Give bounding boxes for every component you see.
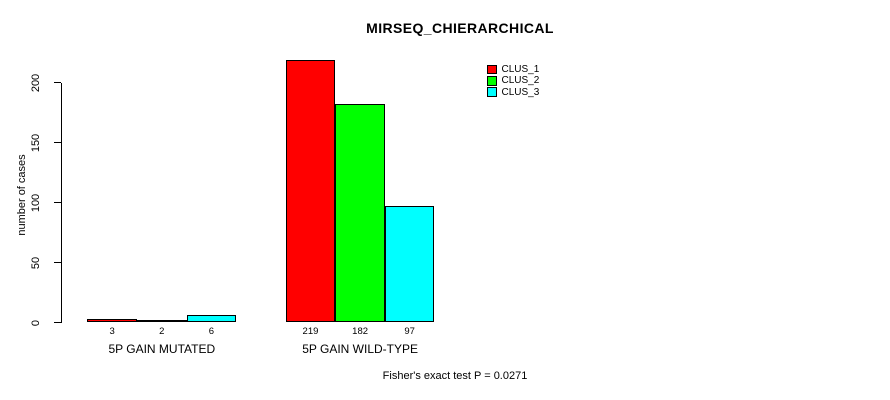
legend-item: CLUS_1	[487, 64, 539, 75]
y-axis-tick	[53, 81, 61, 84]
bar-value-label: 6	[208, 326, 215, 337]
y-axis-tick	[53, 261, 61, 264]
y-axis-tick-label: 0	[30, 319, 42, 326]
bar-clus_3	[384, 206, 435, 323]
legend: CLUS_1 CLUS_2 CLUS_3	[487, 64, 539, 98]
y-axis-tick-label: 150	[30, 133, 42, 152]
chart-title: MIRSEQ_CHIERARCHICAL	[366, 20, 554, 36]
bar-clus_1	[87, 318, 137, 323]
legend-label: CLUS_3	[501, 86, 540, 98]
bar-clus_1	[285, 59, 336, 323]
legend-swatch-clus_1	[487, 64, 497, 75]
legend-label: CLUS_1	[501, 64, 540, 76]
bar-value-label: 182	[352, 326, 369, 337]
bar-value-label: 219	[302, 326, 319, 337]
legend-label: CLUS_2	[501, 75, 540, 87]
y-axis-tick-label: 100	[30, 193, 42, 212]
bar-clus_2	[137, 320, 187, 323]
legend-item: CLUS_3	[487, 87, 539, 98]
legend-swatch-clus_2	[487, 76, 497, 86]
annotation-text: Fisher's exact test P = 0.0271	[382, 370, 528, 382]
legend-swatch-clus_3	[487, 87, 497, 97]
x-group-label: 5P GAIN MUTATED	[108, 342, 216, 356]
y-axis-tick-label: 50	[30, 256, 42, 269]
x-group-label: 5P GAIN WILD-TYPE	[302, 342, 418, 356]
y-axis-tick	[53, 141, 61, 144]
bar-value-label: 2	[159, 326, 165, 337]
bar-value-label: 3	[109, 326, 115, 337]
y-axis-tick	[53, 321, 61, 324]
legend-item: CLUS_2	[487, 75, 539, 86]
bar-clus_3	[186, 315, 237, 323]
y-axis-tick-label: 200	[30, 73, 42, 92]
y-axis-tick	[53, 201, 61, 204]
y-axis-line	[60, 82, 62, 323]
bar-clus_2	[335, 104, 385, 323]
bar-value-label: 97	[404, 326, 415, 337]
